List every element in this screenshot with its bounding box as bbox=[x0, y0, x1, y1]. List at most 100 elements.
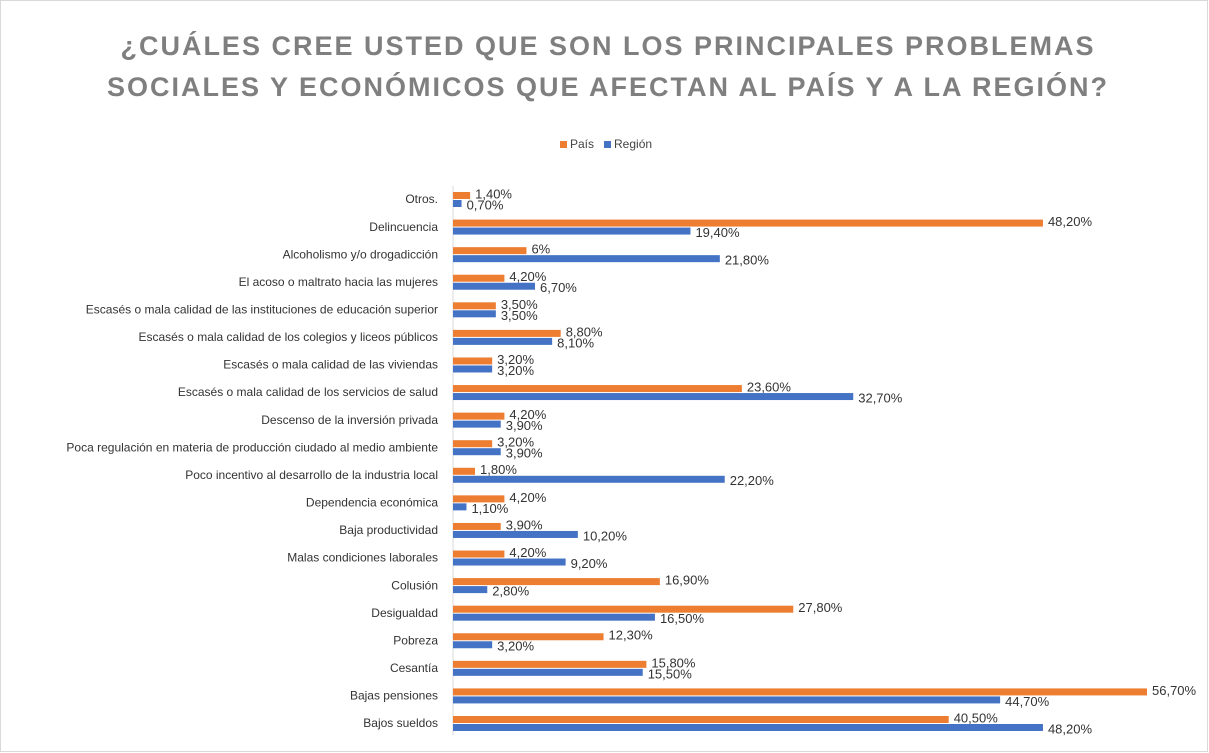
category-label: Cesantía bbox=[390, 661, 438, 675]
value-label: 3,20% bbox=[497, 435, 534, 450]
value-label: 6,70% bbox=[540, 280, 577, 295]
bar bbox=[453, 192, 471, 199]
value-label: 10,20% bbox=[583, 528, 628, 543]
value-label: 16,90% bbox=[665, 573, 710, 588]
value-label: 56,70% bbox=[1152, 683, 1197, 698]
bar bbox=[453, 503, 467, 511]
value-label: 27,80% bbox=[798, 600, 843, 615]
value-label: 21,80% bbox=[725, 253, 770, 268]
bar bbox=[453, 522, 501, 530]
category-label: Escasés o mala calidad de las institucio… bbox=[86, 302, 438, 316]
category-label: Bajas pensiones bbox=[350, 689, 438, 703]
category-label: Escasés o mala calidad de los colegios y… bbox=[139, 330, 439, 344]
bar bbox=[453, 475, 725, 483]
value-label: 8,10% bbox=[557, 335, 594, 350]
bar bbox=[453, 255, 720, 263]
category-label: Alcoholismo y/o drogadicción bbox=[283, 247, 438, 261]
value-label: 32,70% bbox=[858, 390, 903, 405]
value-label: 1,40% bbox=[475, 186, 512, 201]
category-label: Desigualdad bbox=[371, 606, 438, 620]
value-label: 0,70% bbox=[467, 197, 504, 212]
value-label: 23,60% bbox=[747, 379, 792, 394]
value-label: 19,40% bbox=[695, 225, 740, 240]
bar bbox=[453, 688, 1147, 696]
category-label: Otros. bbox=[405, 192, 438, 206]
value-label: 22,20% bbox=[730, 473, 775, 488]
value-label: 40,50% bbox=[954, 710, 999, 725]
chart-title: SOCIALES Y ECONÓMICOS QUE AFECTAN AL PAÍ… bbox=[107, 71, 1109, 102]
value-label: 1,10% bbox=[471, 501, 508, 516]
value-label: 2,80% bbox=[492, 584, 529, 599]
category-label: Poca regulación en materia de producción… bbox=[66, 440, 438, 454]
category-label: Bajos sueldos bbox=[363, 716, 438, 730]
value-label: 3,90% bbox=[506, 446, 543, 461]
value-label: 16,50% bbox=[660, 611, 705, 626]
value-label: 48,20% bbox=[1048, 721, 1093, 736]
value-label: 12,30% bbox=[609, 628, 654, 643]
bar bbox=[453, 613, 655, 621]
value-label: 1,80% bbox=[480, 462, 517, 477]
value-label: 4,20% bbox=[509, 407, 546, 422]
category-label: Escasés o mala calidad de las viviendas bbox=[223, 358, 438, 372]
value-label: 9,20% bbox=[571, 556, 608, 571]
bar bbox=[453, 274, 505, 282]
bar bbox=[453, 696, 1001, 704]
bar bbox=[453, 660, 647, 668]
bar bbox=[453, 530, 578, 538]
legend-label: País bbox=[570, 137, 594, 151]
bar bbox=[453, 227, 691, 235]
category-label: Descenso de la inversión privada bbox=[261, 413, 438, 427]
bar bbox=[453, 365, 493, 373]
bar bbox=[453, 219, 1043, 227]
category-label: Poco incentivo al desarrollo de la indus… bbox=[185, 468, 438, 482]
value-label: 44,70% bbox=[1005, 694, 1050, 709]
category-label: Escasés o mala calidad de los servicios … bbox=[178, 385, 438, 399]
bar bbox=[453, 247, 527, 255]
bar bbox=[453, 412, 505, 420]
bar bbox=[453, 440, 493, 448]
bar bbox=[453, 724, 1043, 731]
bar bbox=[453, 420, 501, 428]
value-label: 3,90% bbox=[506, 418, 543, 433]
value-label: 8,80% bbox=[566, 324, 603, 339]
bar bbox=[453, 282, 536, 290]
category-label: Pobreza bbox=[393, 633, 438, 647]
bar bbox=[453, 357, 493, 365]
bar bbox=[453, 200, 462, 207]
value-label: 3,20% bbox=[497, 352, 534, 367]
value-label: 6% bbox=[531, 242, 550, 257]
legend-swatch bbox=[604, 141, 612, 148]
category-label: Malas condiciones laborales bbox=[287, 551, 438, 565]
value-label: 3,90% bbox=[506, 517, 543, 532]
category-label: Colusión bbox=[391, 578, 438, 592]
category-label: Baja productividad bbox=[339, 523, 438, 537]
value-label: 15,50% bbox=[648, 666, 693, 681]
bar bbox=[453, 337, 553, 345]
category-label: Dependencia económica bbox=[306, 496, 438, 510]
bar bbox=[453, 495, 505, 503]
category-label: Delincuencia bbox=[369, 220, 438, 234]
legend-swatch bbox=[560, 141, 567, 148]
bar bbox=[453, 578, 660, 586]
value-label: 3,20% bbox=[497, 363, 534, 378]
value-label: 3,50% bbox=[501, 308, 538, 323]
value-label: 3,50% bbox=[501, 297, 538, 312]
value-label: 15,80% bbox=[651, 655, 696, 670]
value-label: 3,20% bbox=[497, 639, 534, 654]
bar bbox=[453, 633, 604, 641]
bar bbox=[453, 302, 496, 310]
bar bbox=[453, 329, 561, 337]
bar bbox=[453, 668, 643, 676]
bar bbox=[453, 641, 493, 649]
bar bbox=[453, 605, 794, 613]
bar bbox=[453, 393, 854, 401]
value-label: 4,20% bbox=[509, 545, 546, 560]
value-label: 48,20% bbox=[1048, 214, 1093, 229]
chart-title: ¿CUÁLES CREE USTED QUE SON LOS PRINCIPAL… bbox=[120, 30, 1095, 61]
bar bbox=[453, 716, 949, 723]
legend-label: Región bbox=[614, 137, 652, 151]
bar bbox=[453, 558, 566, 566]
bar bbox=[453, 586, 488, 594]
